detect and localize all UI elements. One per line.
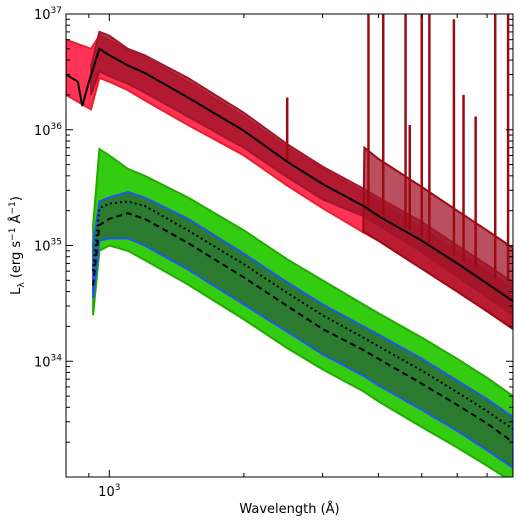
y-tick-label: 1036 [34, 122, 62, 139]
y-tick-label: 1037 [34, 6, 62, 23]
y-tick-label: 1035 [34, 238, 62, 255]
red-continuum-jump-band [362, 145, 513, 331]
y-tick-label: 1034 [34, 353, 62, 370]
axis-ticks: 1034 1035 1036 1037 103 [34, 6, 514, 500]
darkgreen-inner-band [92, 190, 513, 470]
black-median-line [66, 47, 513, 303]
y-axis-label: Lλ (erg s−1 Å−1) [8, 196, 27, 295]
black-dotted-line [92, 200, 513, 430]
x-tick-label: 103 [98, 483, 120, 500]
plot-content [66, 14, 513, 477]
x-axis-label: Wavelength (Å) [239, 501, 339, 517]
